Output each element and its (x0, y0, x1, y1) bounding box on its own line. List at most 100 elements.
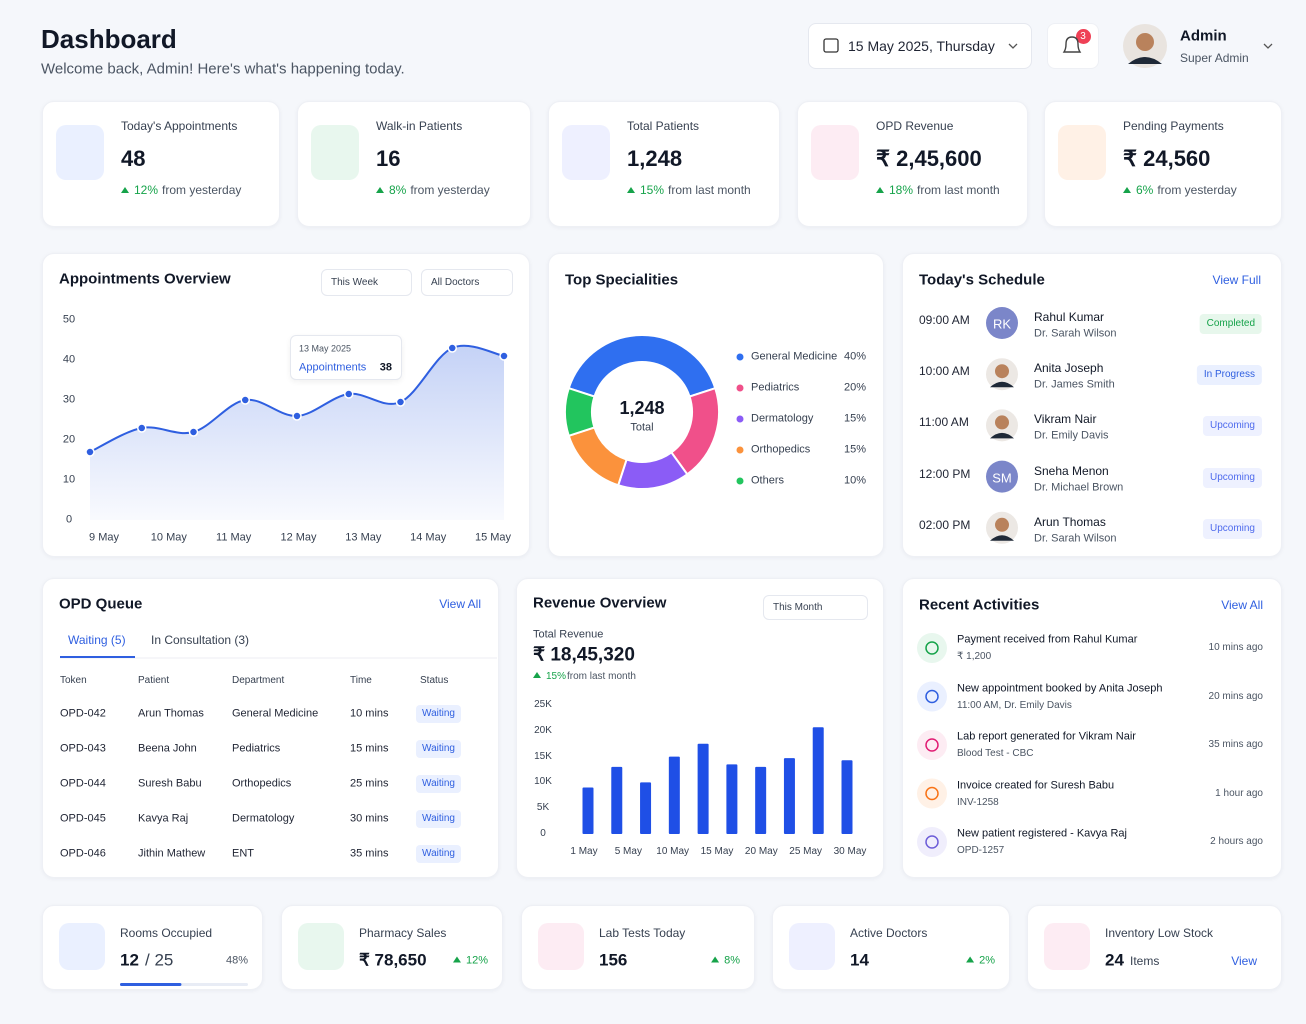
bar (697, 743, 709, 834)
doctor-name: Dr. James Smith (1034, 378, 1115, 391)
avatar-face (995, 415, 1009, 430)
icon-box (811, 125, 859, 180)
table-cell: 10 mins (350, 707, 389, 720)
stat-note: from yesterday (410, 183, 490, 197)
activity-time: 10 mins ago (1208, 642, 1263, 653)
tooltip-value: 38 (379, 361, 392, 374)
x-tick-label: 25 May (789, 846, 823, 857)
stat-total: / 25 (145, 950, 174, 970)
stat-value: ₹ 78,650 (359, 950, 427, 970)
activity-title: Invoice created for Suresh Babu (957, 779, 1115, 791)
filter-label[interactable]: This Month (773, 602, 823, 613)
card-title: Recent Activities (919, 596, 1040, 614)
chart-title: Revenue Overview (533, 594, 667, 612)
icon-box (298, 923, 344, 970)
link[interactable]: View (1231, 954, 1257, 968)
notification-count: 3 (1080, 31, 1086, 42)
activity-title: Lab report generated for Vikram Nair (957, 730, 1136, 743)
chevron (1263, 43, 1273, 49)
y-tick-label: 20K (534, 724, 552, 736)
line-point (85, 447, 95, 457)
stat-label: Lab Tests Today (599, 926, 686, 940)
table-cell: OPD-046 (60, 847, 106, 860)
line-area (90, 345, 504, 520)
user-name[interactable]: Admin (1180, 27, 1227, 45)
link[interactable]: View All (439, 597, 481, 611)
stat-change: 12% (452, 955, 488, 967)
status-pill: In Progress (1196, 365, 1262, 386)
user-role: Super Admin (1180, 51, 1249, 65)
patient-name: Sneha Menon (1034, 463, 1109, 478)
activity-icon (917, 827, 947, 857)
schedule-time: 12:00 PM (919, 466, 971, 481)
status-pill: Upcoming (1202, 518, 1262, 539)
table-cell: OPD-044 (60, 777, 106, 790)
legend-dot (736, 415, 744, 423)
stat-value: 24 (1105, 950, 1124, 970)
table-cell: Arun Thomas (138, 707, 204, 720)
card-title: OPD Queue (59, 595, 143, 613)
card-title: Today's Schedule (919, 271, 1045, 289)
table-cell: 15 mins (350, 742, 389, 755)
pie-slice (567, 334, 717, 398)
activity-detail: INV-1258 (957, 796, 999, 808)
x-tick-label: 15 May (700, 846, 734, 857)
legend-label: General Medicine (751, 350, 838, 363)
filter-dropdown[interactable] (421, 269, 513, 296)
tab[interactable]: Waiting (5) (68, 633, 126, 647)
stat-change: 6% from yesterday (1123, 184, 1237, 196)
doctor-name: Dr. Michael Brown (1034, 481, 1124, 494)
link[interactable]: View Full (1212, 273, 1261, 287)
bar (668, 756, 680, 834)
schedule-time: 10:00 AM (919, 364, 970, 379)
legend-dot (736, 446, 744, 454)
total-label: Total Revenue (533, 628, 604, 641)
y-tick-label: 30 (62, 393, 76, 406)
legend-label: Pediatrics (751, 381, 800, 394)
table-cell: 35 mins (350, 847, 389, 860)
filter-label[interactable]: This Week (331, 277, 379, 288)
table-cell: 25 mins (350, 777, 389, 790)
activity-icon-glyph (925, 641, 939, 655)
activity-title: New appointment booked by Anita Joseph (957, 682, 1163, 694)
revenue-note: from last month (567, 671, 636, 682)
bar (783, 758, 795, 834)
column-header: Department (232, 675, 285, 686)
x-tick-label: 1 May (570, 846, 598, 857)
table-cell: OPD-042 (60, 707, 106, 720)
filter-dropdown[interactable] (321, 269, 412, 296)
page-title: Dashboard (41, 24, 177, 54)
x-tick-label: 20 May (744, 846, 778, 857)
status-pill: Waiting (416, 845, 461, 863)
filter-dropdown[interactable] (763, 595, 868, 620)
link[interactable]: View All (1221, 598, 1263, 612)
tooltip-date: 13 May 2025 (299, 343, 352, 354)
notification-button[interactable] (1047, 23, 1099, 69)
notification-badge (1076, 29, 1091, 44)
date-picker[interactable] (808, 23, 1032, 69)
avatar-face (995, 517, 1009, 532)
patient-name: Vikram Nair (1034, 412, 1097, 427)
tooltip-label: Appointments (299, 361, 367, 374)
pie-total-label: Total (630, 421, 654, 434)
schedule-time: 02:00 PM (919, 517, 971, 532)
status-pill: Waiting (416, 740, 461, 758)
date-text[interactable]: 15 May 2025, Thursday (848, 38, 995, 54)
filter-label[interactable]: All Doctors (431, 277, 480, 288)
tab[interactable]: In Consultation (3) (151, 633, 250, 647)
avatar (986, 307, 1018, 339)
table-cell: Suresh Babu (138, 777, 202, 790)
doctor-name: Dr. Emily Davis (1034, 429, 1109, 442)
bell-icon (1062, 36, 1082, 53)
activity-icon (917, 633, 947, 663)
pie-slice (567, 426, 628, 487)
stat-change: 12% from yesterday (121, 184, 241, 196)
table-cell: Dermatology (232, 812, 295, 825)
icon-box (562, 125, 610, 180)
x-tick-label: 10 May (150, 531, 187, 544)
stat-note: from last month (668, 183, 751, 197)
stat-change: 8% (711, 955, 740, 967)
tooltip (290, 335, 402, 380)
avatar-initials: SM (992, 470, 1012, 486)
stat-change: 18% from last month (876, 184, 1000, 196)
